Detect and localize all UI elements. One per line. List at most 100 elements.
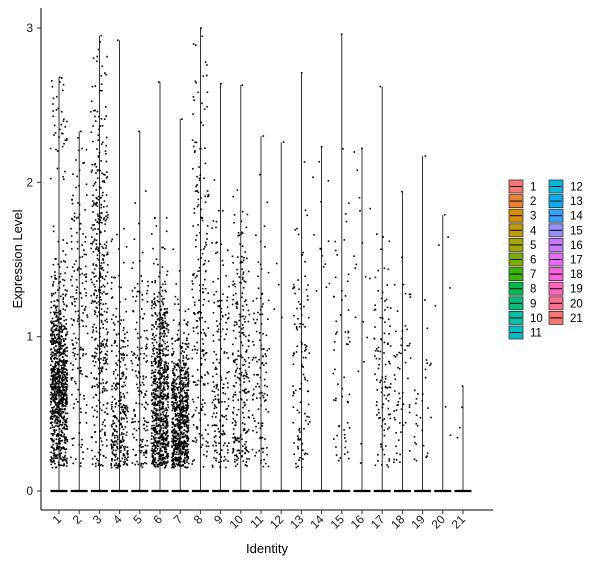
data-point [140,464,142,467]
data-point [49,383,52,386]
data-point [63,279,66,282]
data-point [62,89,64,92]
data-point [161,408,163,410]
data-point [95,243,98,245]
data-point [53,374,56,377]
data-point [167,404,169,406]
data-point [159,430,161,433]
data-point [233,360,235,363]
data-point [155,394,158,397]
data-point [118,315,121,318]
data-point [186,392,188,394]
data-point [408,450,411,452]
data-point [224,314,227,316]
data-point [336,434,338,437]
points-7 [171,118,190,469]
data-point [183,439,186,442]
data-point [179,445,182,447]
data-point [62,393,65,396]
data-point [138,445,141,447]
data-point [238,319,241,322]
data-point [409,296,412,298]
data-point [140,390,142,392]
data-point [232,294,235,296]
data-point [101,65,103,68]
data-point [157,365,160,368]
data-point [105,407,108,410]
data-point [72,173,74,175]
data-point [161,360,163,362]
data-point [99,280,101,282]
data-point [156,300,159,302]
data-point [162,352,164,355]
data-point [96,55,98,58]
data-point [161,411,164,414]
data-point [182,444,185,446]
data-point [163,375,165,377]
data-point [243,374,245,377]
data-point [167,329,170,331]
data-point [97,139,100,141]
data-point [178,420,180,423]
data-point [123,413,126,415]
data-point [179,448,181,450]
data-point [154,434,156,436]
data-point [232,433,235,435]
data-point [175,407,177,410]
data-point [131,362,134,365]
data-point [53,354,55,357]
data-point [138,427,140,430]
data-point [262,465,265,468]
data-point [61,360,63,363]
data-point [347,309,350,311]
data-point [64,289,67,291]
data-point [162,319,164,322]
data-point [105,194,108,196]
data-point [211,466,214,468]
data-point [52,410,55,412]
data-point [52,283,54,286]
data-point [98,259,100,261]
data-point [139,375,142,378]
data-point [220,376,222,379]
data-point [198,166,200,168]
data-point [160,383,162,385]
data-point [55,429,58,431]
data-point [101,194,104,197]
data-point [121,438,124,440]
data-point [152,412,154,415]
data-point [102,454,105,457]
data-point [57,388,59,390]
data-point [51,458,53,460]
data-point [173,453,176,456]
data-point [162,388,165,391]
data-point [187,346,190,348]
data-point [55,324,58,327]
data-point [384,363,387,366]
data-point [262,447,265,450]
data-point [93,377,95,379]
data-point [114,398,116,400]
data-point [239,391,241,393]
data-point [140,451,142,454]
data-point [182,363,185,366]
data-point [66,428,69,430]
data-point [59,272,62,275]
data-point [166,325,168,327]
data-point [130,360,133,362]
data-point [157,317,160,320]
data-point [242,331,244,334]
data-point [136,283,139,285]
data-point [62,464,64,467]
data-point [154,458,157,461]
data-point [375,348,378,350]
data-point [61,456,64,459]
data-point [102,323,104,325]
data-point [292,394,294,397]
data-point [56,391,59,394]
data-point [127,344,129,347]
data-point [125,368,128,370]
data-point [301,365,303,368]
data-point [92,300,94,303]
data-point [213,351,215,353]
